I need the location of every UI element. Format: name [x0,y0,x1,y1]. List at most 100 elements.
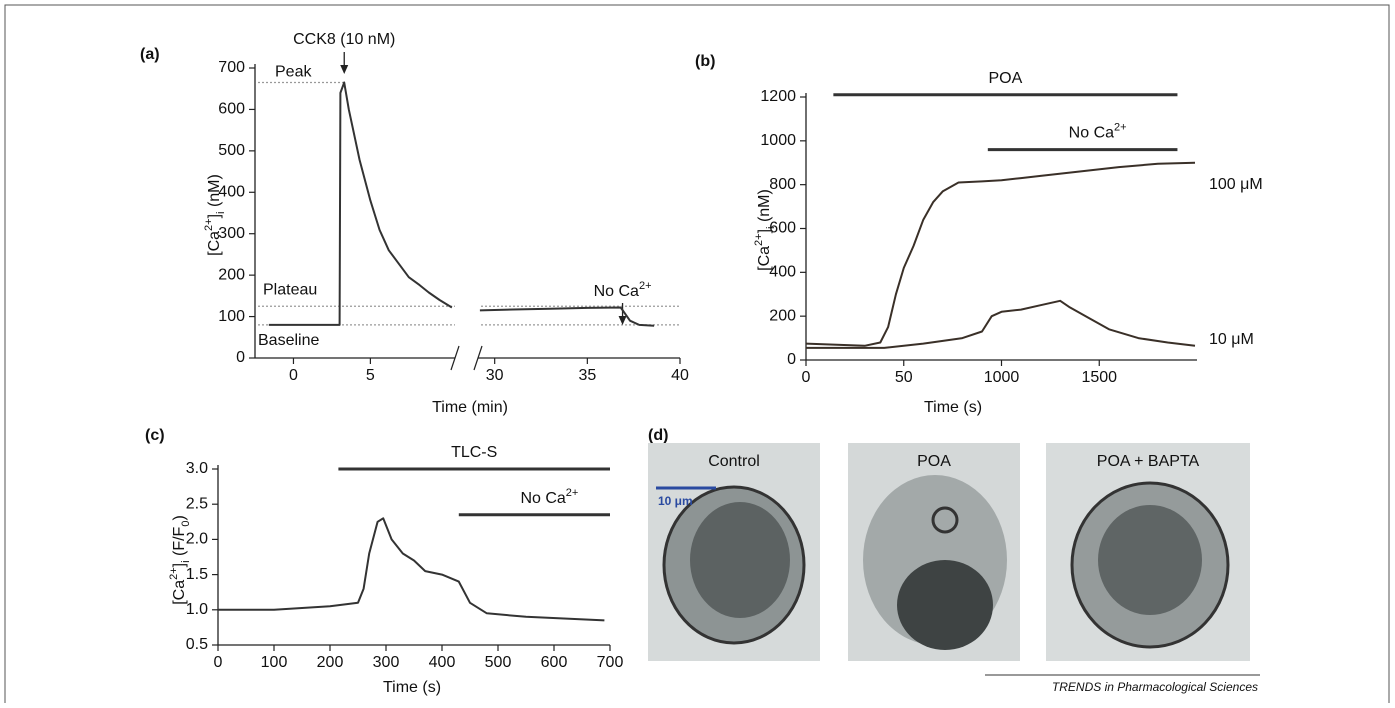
text-part: No Ca [520,490,565,507]
text-part: No Ca [1069,125,1114,142]
text-part: ] [206,214,223,218]
x-tick-label: 1500 [1081,369,1117,386]
micrographs: 10 μm Control POA POA + BAPTA [648,443,1250,661]
x-tick-label: 200 [317,654,344,671]
annotation: CCK8 (10 nM) [293,31,395,48]
granules [1098,505,1202,615]
text-part: i [215,211,227,213]
x-tick-label: 50 [895,369,913,386]
y-tick-label: 1000 [760,132,796,149]
y-tick-label: 1200 [760,88,796,105]
y-tick-label: 100 [218,308,245,325]
annotation: No Ca2+ [594,280,652,300]
reference-label: Peak [275,64,312,81]
treatment-label: No Ca2+ [520,487,578,507]
reference-label: Plateau [263,281,317,298]
text-part: (nM) [206,174,223,211]
x-axis-label: Time (s) [924,399,982,416]
panel-label: (b) [695,53,715,70]
text-part: 2+ [168,567,180,580]
text-part: 2+ [639,280,652,292]
text-part: ] [171,563,188,567]
panel-label: (a) [140,46,160,63]
series-label: 100 μM [1209,176,1263,193]
y-tick-label: 800 [769,176,796,193]
data-line [268,81,655,327]
scale-bar-label: 10 μm [658,494,693,508]
treatment-label: No Ca2+ [1069,122,1127,142]
y-tick-label: 400 [769,264,796,281]
x-tick-label: 30 [486,367,504,384]
x-tick-label: 400 [429,654,456,671]
y-tick-label: 3.0 [186,460,208,477]
data-line [806,299,1196,349]
granules [897,560,993,650]
x-tick-label: 5 [366,367,375,384]
text-part: POA [989,70,1023,87]
text-part: [Ca [171,580,188,605]
text-part: (nM) [756,189,773,226]
y-tick-label: 600 [218,101,245,118]
x-tick-label: 100 [261,654,288,671]
y-axis-label: [Ca2+]i (nM) [203,174,227,256]
y-axis-label: [Ca2+]i (F/F0) [168,515,192,605]
vacuole [931,506,959,534]
text-part: CCK8 (10 nM) [293,31,395,48]
granules [690,502,790,618]
x-axis-label: Time (s) [383,679,441,696]
x-tick-label: 500 [485,654,512,671]
treatment-label: TLC-S [451,444,497,461]
y-tick-label: 2.5 [186,495,208,512]
image-title: POA + BAPTA [1097,453,1200,470]
y-tick-label: 1.0 [186,601,208,618]
y-tick-label: 700 [218,59,245,76]
text-part: 2+ [753,233,765,246]
arrow-head [618,316,627,325]
image-title: Control [708,453,760,470]
text-part: 2+ [1114,122,1127,134]
data-line [805,161,1196,347]
panel-label: (d) [648,427,668,444]
y-tick-label: 0.5 [186,636,208,653]
text-part: TLC-S [451,444,497,461]
x-tick-label: 1000 [984,369,1020,386]
text-part: [Ca [756,246,773,271]
x-tick-label: 700 [597,654,624,671]
x-tick-label: 0 [802,369,811,386]
footer: TRENDS in Pharmacological Sciences [1052,680,1258,694]
y-tick-label: 0 [787,351,796,368]
text-part: 2+ [203,218,215,231]
arrow-head [340,65,349,74]
y-tick-label: 600 [769,220,796,237]
series-label: 10 μM [1209,331,1254,348]
y-axis-label: [Ca2+]i (nM) [753,189,777,271]
y-tick-label: 200 [769,307,796,324]
text-part: (F/F [171,526,188,560]
y-tick-label: 500 [218,142,245,159]
data-line [218,517,605,622]
text-part: [Ca [206,231,223,256]
text-part: ] [756,229,773,233]
y-tick-label: 200 [218,266,245,283]
x-tick-label: 35 [578,367,596,384]
y-tick-label: 300 [218,225,245,242]
frame [4,4,1390,703]
treatment-label: POA [989,70,1023,87]
y-tick-label: 0 [236,349,245,366]
x-tick-label: 0 [289,367,298,384]
text-part: No Ca [594,283,639,300]
reference-label: Baseline [258,332,319,349]
image-title: POA [917,453,951,470]
text-part: 0 [180,521,192,527]
text-part: ) [171,515,188,520]
axis-break [450,345,460,371]
panel-label: (c) [145,427,165,444]
x-tick-label: 300 [373,654,400,671]
text-part: 2+ [566,487,579,499]
x-tick-label: 0 [214,654,223,671]
y-tick-label: 400 [218,184,245,201]
y-tick-label: 2.0 [186,531,208,548]
x-tick-label: 600 [541,654,568,671]
